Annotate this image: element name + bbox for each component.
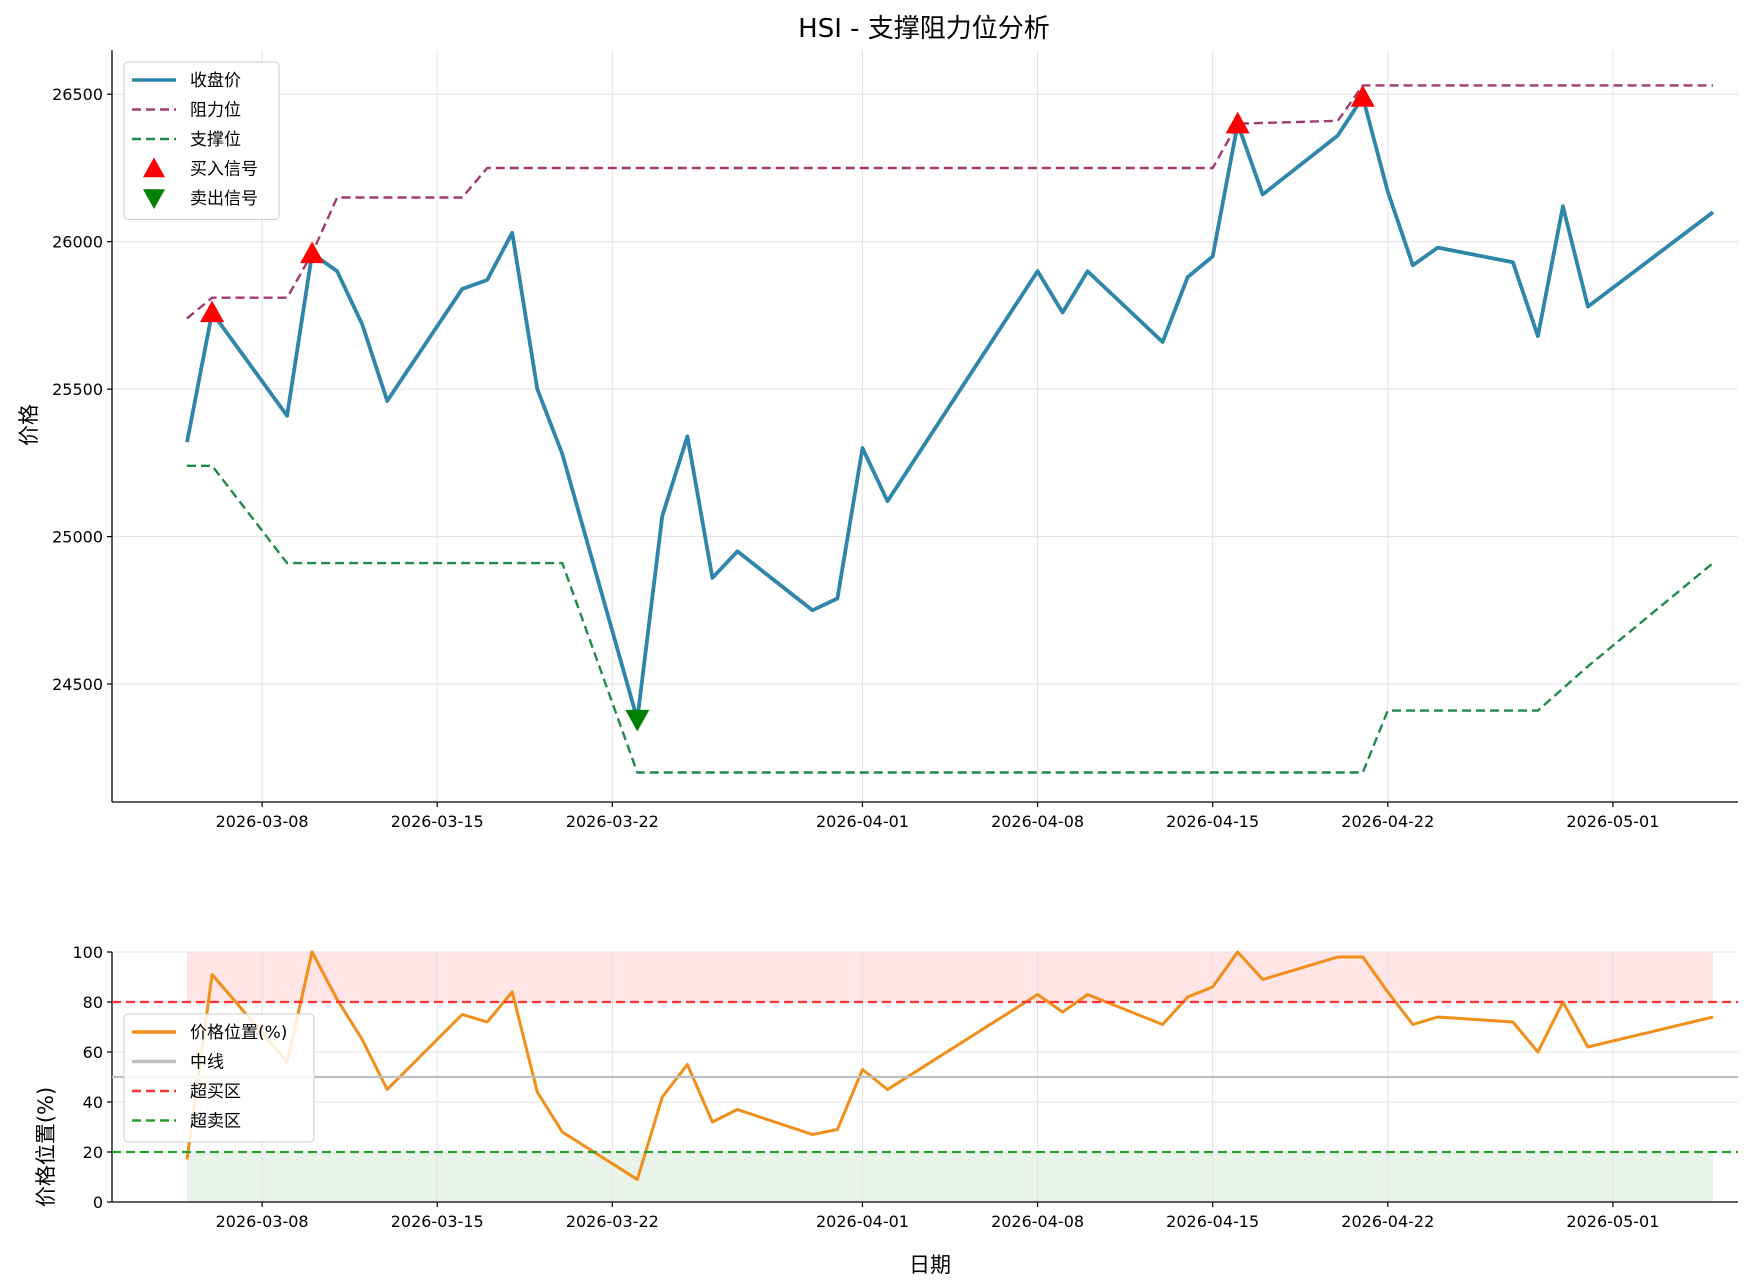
- x-tick-label: 2026-03-15: [391, 812, 484, 831]
- zone-band-1: [187, 1152, 1713, 1202]
- buy-signal-marker: [200, 300, 225, 323]
- x-tick-label: 2026-05-01: [1566, 1212, 1659, 1231]
- y-tick-label: 100: [72, 943, 103, 962]
- x-tick-label: 2026-03-08: [216, 812, 309, 831]
- legend-box: [123, 1013, 315, 1143]
- y-tick-label: 20: [83, 1143, 103, 1162]
- x-tick-label: 2026-04-15: [1166, 812, 1259, 831]
- buy-signal-marker: [1225, 111, 1250, 134]
- x-tick-label: 2026-03-22: [566, 1212, 659, 1231]
- legend-label: 收盘价: [190, 71, 241, 91]
- legend-label: 阻力位: [190, 101, 241, 121]
- y-tick-label: 26000: [52, 233, 103, 252]
- y-tick-label: 25500: [52, 380, 103, 399]
- chart-title: HSI - 支撑阻力位分析: [798, 14, 1050, 44]
- x-tick-label: 2026-04-01: [816, 1212, 909, 1231]
- position-chart: 价格位置(%) 日期 2026-03-08 2026-03-15 2026-03-2…: [34, 943, 1738, 1277]
- legend-label: 卖出信号: [190, 189, 258, 209]
- x-tick-label: 2026-03-08: [216, 1212, 309, 1231]
- legend-label: 支撑位: [190, 130, 241, 150]
- zone-band-0: [187, 952, 1713, 1002]
- series-line-2: [187, 464, 1714, 774]
- buy-signal-marker: [1350, 85, 1375, 107]
- legend-marker: [143, 157, 165, 178]
- x-tick-label: 2026-04-01: [816, 812, 909, 831]
- x-tick-label: 2026-04-22: [1341, 812, 1434, 831]
- y-tick-label: 24500: [52, 675, 103, 694]
- x-tick-label: 2026-04-15: [1166, 1212, 1259, 1231]
- x-tick-label: 2026-04-08: [991, 1212, 1084, 1231]
- x-tick-label: 2026-04-22: [1341, 1212, 1434, 1231]
- price-chart: HSI - 支撑阻力位分析 价格 2026-03-08 2026-03-15 202…: [17, 14, 1738, 831]
- legend-label: 超卖区: [190, 1112, 241, 1132]
- series-line-0: [185, 950, 1714, 1181]
- x-tick-label: 2026-05-01: [1566, 812, 1659, 831]
- legend-label: 超买区: [190, 1082, 241, 1102]
- y-tick-label: 60: [83, 1043, 103, 1062]
- legend-box: [123, 61, 280, 220]
- series-line-0: [185, 95, 1715, 722]
- position-x-axis-label: 日期: [909, 1253, 951, 1277]
- price-y-axis-label: 价格: [17, 404, 41, 446]
- y-tick-label: 80: [83, 993, 103, 1012]
- legend-label: 中线: [190, 1053, 224, 1073]
- y-tick-label: 0: [93, 1193, 103, 1212]
- x-tick-label: 2026-03-15: [391, 1212, 484, 1231]
- x-tick-label: 2026-03-22: [566, 812, 659, 831]
- series-line-1: [186, 84, 1713, 320]
- buy-signal-marker: [300, 241, 325, 264]
- x-tick-label: 2026-04-08: [991, 812, 1084, 831]
- y-tick-label: 26500: [52, 85, 103, 104]
- legend-label: 价格位置(%): [190, 1023, 287, 1043]
- sell-signal-marker: [625, 709, 650, 732]
- y-tick-label: 40: [83, 1093, 103, 1112]
- position-y-axis-label: 价格位置(%): [34, 1087, 58, 1207]
- legend-label: 买入信号: [190, 160, 258, 180]
- legend-marker: [143, 189, 165, 209]
- y-tick-label: 25000: [52, 528, 103, 547]
